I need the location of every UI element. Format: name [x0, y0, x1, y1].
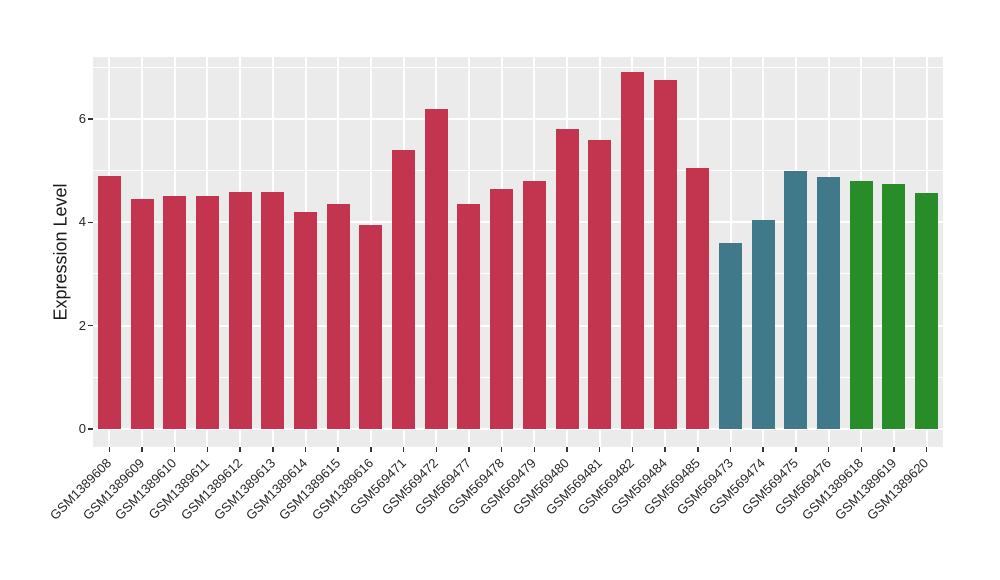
y-axis-title: Expression Level: [50, 183, 71, 321]
gridline-major-y: [93, 117, 943, 120]
bar-GSM569476: [817, 176, 841, 429]
bar-GSM569474: [751, 219, 775, 429]
bar-GSM569481: [588, 139, 612, 429]
x-tick-mark: [925, 447, 928, 452]
bar-GSM1389620: [915, 192, 939, 429]
y-tick-label: 6: [78, 110, 86, 126]
x-tick-mark: [141, 447, 143, 452]
y-tick-mark: [88, 221, 93, 224]
x-tick-mark: [173, 447, 176, 452]
gridline-minor-y: [93, 66, 943, 68]
plot-panel: [93, 57, 943, 447]
gridline-minor-y: [93, 376, 943, 378]
x-tick-mark: [860, 447, 863, 452]
bar-GSM569482: [620, 72, 644, 429]
x-tick-mark: [762, 447, 764, 452]
bar-GSM1389610: [163, 196, 187, 429]
bar-GSM569480: [555, 129, 579, 429]
x-tick-mark: [337, 447, 339, 452]
gridline-minor-y: [93, 273, 943, 275]
bar-GSM1389611: [195, 196, 219, 429]
x-tick-mark: [370, 447, 372, 452]
bar-GSM569485: [686, 168, 710, 429]
x-tick-mark: [729, 447, 732, 452]
x-tick-mark: [827, 447, 830, 452]
x-tick-mark: [664, 447, 666, 452]
bar-GSM1389613: [261, 192, 285, 429]
bar-GSM569477: [457, 204, 481, 429]
x-tick-mark: [239, 447, 241, 452]
bar-GSM1389619: [882, 183, 906, 429]
bar-GSM569484: [653, 80, 677, 429]
gridline-minor-y: [93, 170, 943, 172]
x-tick-mark: [631, 447, 634, 452]
bar-GSM1389608: [97, 175, 121, 429]
bar-GSM569473: [719, 242, 742, 429]
x-tick-mark: [795, 447, 797, 452]
gridline-major-y: [93, 221, 943, 224]
x-tick-mark: [108, 447, 111, 452]
y-tick-mark: [88, 118, 93, 120]
bar-GSM1389612: [228, 192, 252, 429]
x-tick-mark: [402, 447, 405, 452]
x-tick-mark: [468, 447, 470, 452]
bar-GSM1389609: [130, 199, 154, 429]
x-tick-mark: [533, 447, 536, 452]
bar-GSM569472: [424, 108, 448, 429]
bar-GSM569478: [490, 188, 514, 429]
y-tick-mark: [88, 324, 93, 327]
bar-GSM1389618: [849, 180, 873, 429]
x-tick-mark: [697, 447, 699, 452]
x-tick-mark: [500, 447, 503, 452]
bar-GSM569475: [784, 170, 808, 429]
y-tick-label: 0: [78, 420, 86, 436]
x-tick-mark: [566, 447, 568, 452]
x-tick-mark: [304, 447, 307, 452]
bar-GSM1389616: [359, 224, 383, 429]
x-tick-mark: [272, 447, 274, 452]
x-tick-mark: [893, 447, 895, 452]
bar-GSM1389614: [294, 211, 317, 429]
bar-GSM569479: [522, 180, 546, 429]
x-tick-mark: [206, 447, 209, 452]
x-tick-mark: [435, 447, 438, 452]
y-tick-mark: [88, 428, 93, 430]
gridline-major-y: [93, 427, 943, 430]
y-tick-label: 2: [78, 317, 86, 333]
y-tick-label: 4: [78, 214, 86, 230]
bar-GSM1389615: [326, 204, 350, 429]
gridline-major-y: [93, 324, 943, 327]
x-tick-mark: [598, 447, 601, 452]
bar-GSM569471: [392, 149, 416, 429]
